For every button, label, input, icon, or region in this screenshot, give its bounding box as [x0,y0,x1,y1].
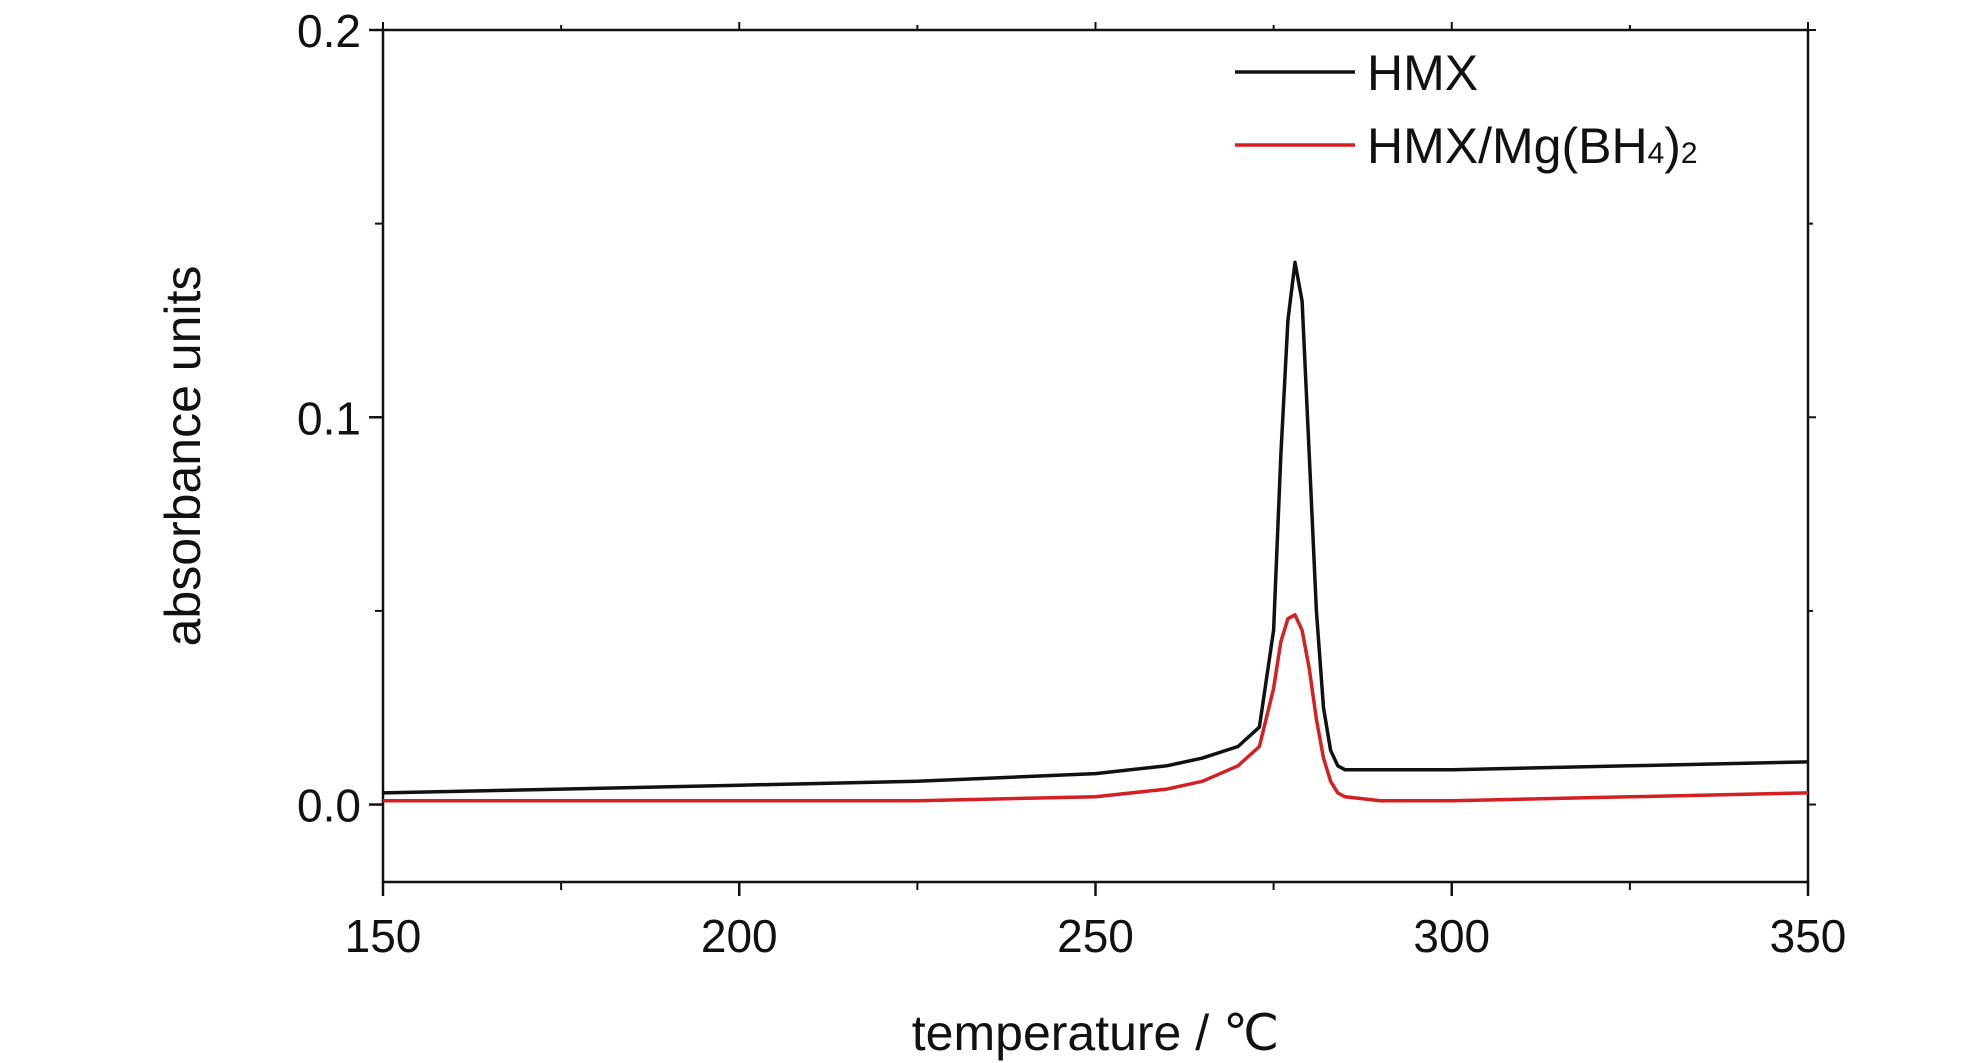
legend-label-1: HMX/Mg(BH4)2 [1367,118,1698,174]
legend-label-0: HMX [1367,45,1478,101]
x-tick-label: 150 [345,910,422,962]
y-tick-label: 0.0 [297,780,361,832]
x-tick-label: 300 [1413,910,1490,962]
legend: HMX HMX/Mg(BH4)2 [1235,45,1698,174]
x-axis-title: temperature / ℃ [912,1005,1279,1061]
x-tick-label: 350 [1770,910,1847,962]
series-line-0 [382,260,1809,795]
y-tick-label: 0.1 [297,392,361,444]
x-tick-label: 200 [701,910,778,962]
x-tick-label: 250 [1057,910,1134,962]
series-line-1 [383,613,1809,803]
y-tick-label: 0.2 [297,5,361,57]
series-layer [382,260,1809,803]
axis-ticks: 150 200 250 300 350 0.0 0.1 0.2 [297,5,1846,962]
y-axis-title: absorbance units [155,266,211,647]
